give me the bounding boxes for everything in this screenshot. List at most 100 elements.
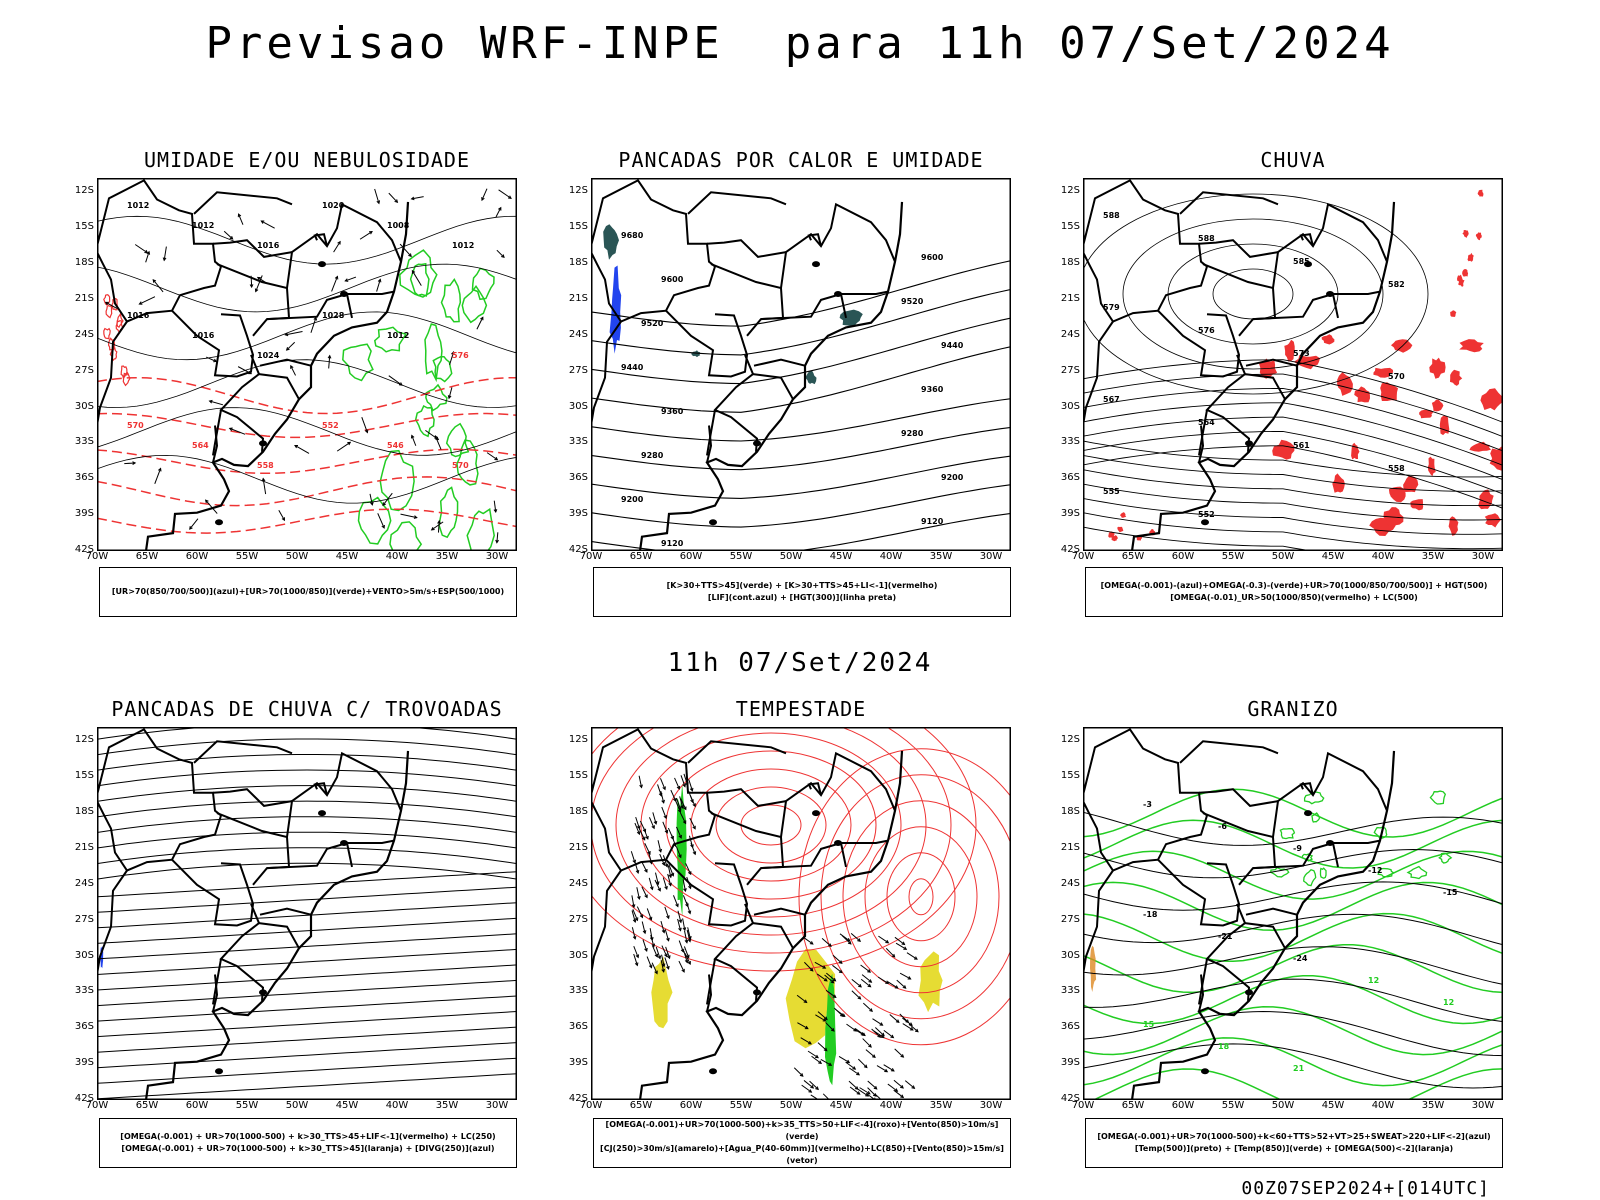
wind-arrow-head (678, 919, 683, 924)
wind-arrow-head (808, 1089, 813, 1093)
wind-arrow (648, 877, 653, 890)
rain-area (1117, 526, 1124, 533)
wind-arrow (657, 840, 662, 853)
wind-arrow (448, 387, 453, 399)
wind-arrow (255, 275, 263, 292)
wind-arrow (493, 500, 497, 513)
lon-tick-label: 30W (979, 551, 1003, 562)
temp500-contour (1083, 946, 1503, 985)
wind-arrow-head (370, 501, 374, 506)
contour-label: 9280 (901, 429, 924, 438)
wind-arrow-head (682, 927, 687, 932)
wind-arrow (631, 895, 635, 908)
wind-arrow-head (639, 784, 643, 789)
wind-arrow-head (635, 954, 640, 959)
contour-label: -15 (1443, 888, 1458, 897)
panel-geography (1083, 179, 1396, 551)
wind-arrow-head (901, 941, 906, 946)
wind-arrow (885, 948, 896, 958)
green-contour (1429, 790, 1447, 805)
state-border (706, 958, 716, 1005)
lon-tick-label: 60W (679, 551, 703, 562)
wind-arrow-head (885, 980, 890, 984)
main-title: Previsao WRF-INPE para 11h 07/Set/2024 (205, 18, 1395, 69)
wind-arrow (854, 1028, 866, 1036)
wind-arrow-head (683, 806, 687, 811)
humidity-area (342, 343, 374, 382)
contour-label: -24 (1293, 954, 1308, 963)
lon-tick-label: 40W (879, 1100, 903, 1111)
lc850-contour (690, 768, 852, 882)
rain-area (1467, 252, 1474, 262)
wind-arrow-head (900, 1085, 904, 1089)
rain-area (1484, 513, 1501, 528)
wind-arrow-head (809, 941, 814, 945)
contour-label: 1016 (257, 241, 280, 250)
wind-arrow (850, 933, 861, 942)
contour-label: -9 (1293, 844, 1302, 853)
map-frame (591, 727, 1011, 1100)
lon-tick-label: 35W (929, 1100, 953, 1111)
omega500-area (1090, 945, 1097, 992)
wind-arrow-head (644, 894, 648, 899)
map-layers: 588 588 585 582 579 576 573 570 567 564 561 558 555 5… (1083, 179, 1503, 551)
wind850-area (825, 973, 837, 1086)
wind-arrow (345, 276, 357, 282)
state-border (171, 309, 255, 378)
wind-arrow (893, 1089, 904, 1098)
wind-arrow (889, 1014, 900, 1023)
wind-arrow-head (909, 1027, 914, 1031)
wind-arrow-head (654, 953, 659, 958)
contour-label: 12 (1443, 998, 1454, 1007)
wind-arrow-head (832, 977, 837, 982)
wind-arrow-head (880, 1034, 885, 1039)
state-border (753, 907, 806, 916)
wind-arrow-head (913, 956, 918, 960)
wind-arrow-head (152, 278, 157, 283)
wind-arrow-head (661, 963, 666, 968)
wind-arrow (636, 906, 643, 918)
wind-arrow (862, 1002, 873, 1012)
state-border (97, 869, 128, 975)
lat-tick-label: 33S (568, 985, 588, 997)
contour-label: 9600 (661, 275, 684, 284)
hgt300-contour (591, 455, 1011, 499)
lat-tick-label: 30S (74, 949, 94, 961)
humidity-area (414, 404, 435, 438)
wind-arrow-head (683, 888, 687, 893)
wind-arrow (496, 532, 499, 543)
panel-geography (97, 728, 410, 1100)
wind-arrow (802, 936, 814, 945)
lake (753, 989, 761, 996)
state-border (760, 841, 847, 870)
wind-arrow-head (690, 799, 694, 804)
legend-line: [LIF](cont.azul) + [HGT(300)](linha pret… (707, 593, 897, 602)
contour-label: -12 (1368, 866, 1382, 875)
contour-label: 9120 (661, 539, 684, 548)
wind-arrow-head (682, 820, 687, 825)
wind-arrow-head (914, 1028, 919, 1033)
streamline (97, 933, 517, 960)
panel-title: PANCADAS DE CHUVA C/ TROVOADAS (111, 697, 503, 721)
wind-arrow-head (451, 351, 455, 356)
hgt300-contour (591, 288, 1011, 356)
state-border (97, 320, 128, 426)
wind-arrow (205, 356, 217, 362)
wind-arrow (821, 937, 832, 947)
wind-arrow (664, 957, 670, 970)
lake (318, 261, 326, 268)
temp850-contour (1083, 1006, 1503, 1056)
wind-arrow-head (872, 1054, 876, 1059)
state-border (193, 191, 293, 215)
lake (318, 810, 326, 817)
hgt300-contour (591, 484, 1011, 528)
lon-tick-label: 50W (285, 1100, 309, 1111)
wind-arrow (899, 1013, 909, 1023)
lon-tick-label: 45W (1321, 1100, 1345, 1111)
wind-arrow (678, 960, 685, 973)
streamline (97, 1011, 517, 1038)
wind-arrow (796, 994, 807, 1003)
wind-arrow (634, 861, 639, 874)
state-border (1198, 425, 1205, 463)
wind-arrow-head (890, 1068, 895, 1072)
